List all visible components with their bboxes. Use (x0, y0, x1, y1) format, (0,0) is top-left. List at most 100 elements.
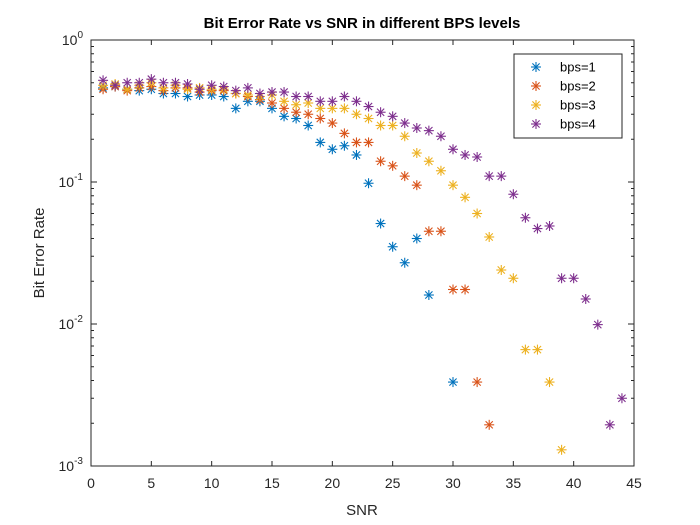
data-point (279, 87, 290, 98)
legend-item: bps=4 (531, 117, 596, 132)
y-tick-label: 100 (62, 30, 84, 48)
data-point (520, 212, 531, 223)
data-point (230, 85, 241, 96)
data-point (339, 128, 350, 139)
data-point (435, 226, 446, 237)
data-point (327, 144, 338, 155)
data-point (170, 77, 181, 88)
data-point (435, 131, 446, 142)
data-point (375, 120, 386, 131)
data-point (110, 80, 121, 91)
data-point (399, 257, 410, 268)
data-point (496, 265, 507, 276)
data-point (206, 80, 217, 91)
data-point (303, 109, 314, 120)
y-tick-label: 10-1 (59, 172, 84, 190)
data-point (146, 74, 157, 85)
data-point (218, 81, 229, 92)
x-tick-label: 0 (87, 475, 95, 491)
data-point (315, 103, 326, 114)
data-point (448, 180, 458, 191)
data-point (556, 273, 567, 284)
data-point (580, 293, 591, 304)
data-point (532, 344, 543, 355)
data-point (508, 189, 519, 200)
data-point (387, 160, 398, 171)
legend-label: bps=3 (560, 98, 596, 113)
x-tick-label: 20 (325, 475, 341, 491)
x-tick-label: 35 (506, 475, 522, 491)
y-tick-label: 10-3 (59, 456, 84, 474)
data-point (387, 111, 398, 122)
data-point (399, 171, 410, 182)
legend-label: bps=2 (560, 79, 596, 94)
x-tick-label: 25 (385, 475, 401, 491)
data-point (122, 77, 133, 88)
data-point (387, 241, 398, 252)
data-point (375, 218, 386, 229)
data-point (423, 156, 434, 167)
legend-marker (531, 119, 541, 129)
data-point (472, 208, 483, 219)
data-point (363, 113, 374, 124)
y-tick-labels: 100 10-1 10-2 10-3 (59, 30, 84, 474)
legend: bps=1 bps=2 bps=3 bps=4 (513, 53, 623, 139)
data-point (472, 377, 483, 388)
data-point (460, 284, 471, 295)
legend-marker (531, 62, 541, 72)
data-point (423, 226, 434, 237)
data-point (472, 151, 483, 162)
data-point (460, 192, 471, 203)
legend-marker (531, 100, 541, 110)
data-point (158, 77, 169, 88)
data-point (351, 149, 362, 160)
data-point (375, 156, 386, 167)
data-point (182, 78, 193, 89)
plot-area-frame (90, 39, 635, 467)
data-point (291, 91, 302, 102)
legend-marker (531, 81, 541, 91)
data-point (544, 377, 555, 388)
data-point (399, 118, 410, 129)
data-point (387, 120, 398, 131)
data-point (242, 82, 253, 93)
data-point (351, 96, 362, 107)
data-point (448, 284, 458, 295)
data-point (375, 107, 386, 118)
data-point (532, 223, 543, 234)
data-point (303, 120, 314, 131)
data-point (351, 109, 362, 120)
data-point (435, 165, 446, 176)
data-point (315, 113, 326, 124)
y-tick-label: 10-2 (59, 314, 84, 332)
data-point (556, 444, 567, 455)
data-point (254, 88, 265, 99)
data-point (279, 96, 290, 107)
data-point (242, 89, 253, 100)
data-point (315, 96, 326, 107)
data-point (568, 273, 579, 284)
data-point (496, 171, 507, 182)
data-point (363, 137, 374, 148)
y-axis-label: Bit Error Rate (31, 208, 48, 299)
data-point (411, 148, 422, 159)
x-tick-labels: 0 5 10 15 20 25 30 35 40 45 (87, 475, 642, 491)
data-point (520, 344, 531, 355)
data-point (484, 231, 495, 242)
data-point (170, 88, 181, 99)
data-point (423, 290, 434, 301)
data-point (291, 99, 302, 110)
data-point (411, 123, 422, 134)
x-tick-label: 10 (204, 475, 220, 491)
legend-item: bps=1 (531, 60, 596, 75)
x-axis-label: SNR (346, 502, 378, 519)
legend-label: bps=1 (560, 60, 596, 75)
data-point (134, 77, 145, 88)
x-tick-label: 15 (264, 475, 280, 491)
data-point (508, 273, 519, 284)
legend-item: bps=3 (531, 98, 596, 113)
data-point (399, 131, 410, 142)
data-point (339, 103, 350, 114)
chart-title: Bit Error Rate vs SNR in different BPS l… (204, 15, 521, 32)
